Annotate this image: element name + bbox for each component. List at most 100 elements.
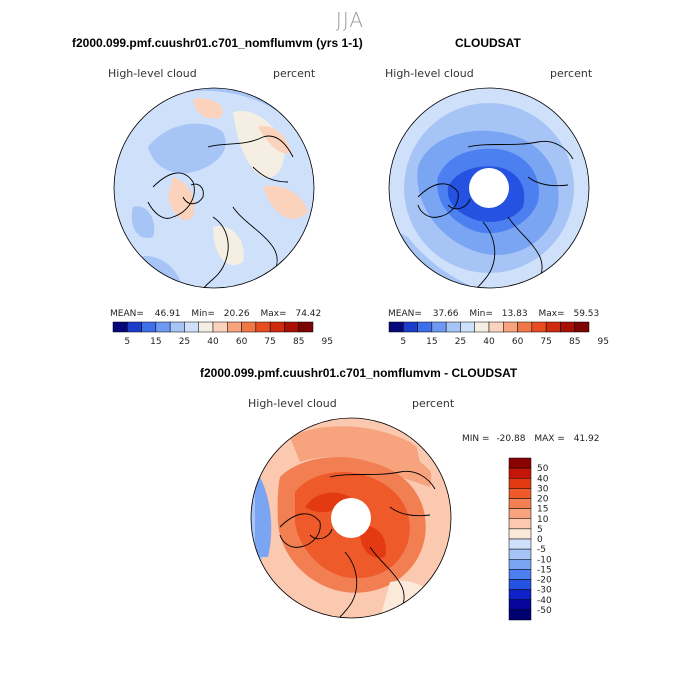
- colorbar-swatch: [169, 321, 185, 333]
- colorbar-label: 5: [400, 337, 406, 347]
- panel3-units: percent: [412, 397, 455, 410]
- panel1-mean-label: MEAN=: [110, 309, 144, 319]
- colorbar-swatch: [460, 321, 475, 333]
- panel1-map: [113, 87, 315, 289]
- colorbar-swatch: [508, 589, 532, 600]
- colorbar-label: 75: [264, 337, 275, 347]
- colorbar-swatch: [298, 321, 314, 333]
- colorbar-label: 10: [537, 515, 549, 525]
- colorbar-label: 20: [537, 495, 549, 505]
- panel3-max-label: MAX =: [534, 434, 565, 444]
- colorbar-label: -30: [537, 586, 552, 596]
- colorbar-label: 15: [426, 337, 437, 347]
- colorbar-swatch: [198, 321, 214, 333]
- colorbar-swatch: [560, 321, 575, 333]
- colorbar-label: 85: [569, 337, 580, 347]
- colorbar-swatch: [474, 321, 490, 333]
- panel2-min: 13.83: [501, 309, 528, 319]
- colorbar-swatch: [508, 609, 532, 621]
- colorbar-swatch: [508, 518, 532, 530]
- colorbar-label: -15: [537, 565, 552, 575]
- panel1-min: 20.26: [223, 309, 250, 319]
- colorbar-swatch: [508, 498, 532, 509]
- colorbar-swatch: [508, 548, 532, 560]
- colorbar-swatch: [574, 321, 590, 333]
- panel3-title: f2000.099.pmf.cuushr01.c701_nomflumvm - …: [200, 366, 518, 380]
- panel3-max: 41.92: [573, 434, 600, 444]
- panel1-variable: High-level cloud: [108, 67, 197, 80]
- panel1-stats: MEAN= 46.91 Min= 20.26 Max= 74.42: [110, 309, 321, 319]
- colorbar-swatch: [184, 321, 199, 333]
- panel1-colorbar: [112, 321, 314, 333]
- colorbar-label: 25: [455, 337, 466, 347]
- panel2-mean-label: MEAN=: [388, 309, 422, 319]
- panel1-mean: 46.91: [154, 309, 181, 319]
- panel1-units: percent: [273, 67, 316, 80]
- colorbar-label: 95: [598, 337, 609, 347]
- colorbar-label: -40: [537, 596, 552, 606]
- panel1-title: f2000.099.pmf.cuushr01.c701_nomflumvm (y…: [72, 36, 363, 50]
- colorbar-swatch: [508, 599, 532, 611]
- colorbar-swatch: [241, 321, 257, 333]
- colorbar-label: 75: [540, 337, 551, 347]
- panel2-map: [388, 87, 590, 289]
- panel1-max: 74.42: [295, 309, 322, 319]
- page-title: JJA: [335, 8, 365, 32]
- panel2-variable: High-level cloud: [385, 67, 474, 80]
- colorbar-label: 85: [293, 337, 304, 347]
- colorbar-swatch: [508, 569, 532, 580]
- colorbar-label: 95: [322, 337, 333, 347]
- colorbar-swatch: [508, 488, 532, 499]
- colorbar-swatch: [388, 321, 404, 333]
- colorbar-swatch: [508, 559, 532, 570]
- colorbar-swatch: [488, 321, 504, 333]
- panel3-variable: High-level cloud: [248, 397, 337, 410]
- panel3-colorbar: [508, 457, 532, 621]
- colorbar-label: 60: [236, 337, 248, 347]
- colorbar-swatch: [127, 321, 142, 333]
- panel3-map: [250, 417, 452, 619]
- panel2-colorbar: [388, 321, 590, 333]
- colorbar-swatch: [155, 321, 171, 333]
- colorbar-label: 40: [207, 337, 219, 347]
- colorbar-swatch: [141, 321, 157, 333]
- colorbar-label: 15: [537, 505, 548, 515]
- colorbar-label: 0: [537, 535, 543, 545]
- colorbar-swatch: [508, 508, 532, 519]
- colorbar-swatch: [508, 538, 532, 550]
- colorbar-swatch: [508, 467, 532, 479]
- panel1-colorbar-labels: 5 15 25 40 60 75 85 95: [124, 337, 333, 347]
- colorbar-swatch: [445, 321, 461, 333]
- colorbar-label: 15: [150, 337, 161, 347]
- panel2-units: percent: [550, 67, 593, 80]
- colorbar-label: 30: [537, 484, 549, 494]
- colorbar-label: -5: [537, 545, 546, 555]
- panel2-mean: 37.66: [432, 309, 459, 319]
- colorbar-swatch: [545, 321, 561, 333]
- panel1-max-label: Max=: [260, 309, 287, 319]
- colorbar-label: 5: [537, 525, 543, 535]
- colorbar-label: -50: [537, 606, 552, 616]
- colorbar-swatch: [431, 321, 447, 333]
- colorbar-swatch: [508, 528, 532, 540]
- colorbar-label: 40: [537, 474, 549, 484]
- colorbar-swatch: [517, 321, 533, 333]
- colorbar-swatch: [212, 321, 228, 333]
- colorbar-label: 5: [124, 337, 130, 347]
- colorbar-swatch: [255, 321, 271, 333]
- panel2-title: CLOUDSAT: [455, 36, 521, 50]
- colorbar-label: 25: [179, 337, 190, 347]
- colorbar-swatch: [503, 321, 518, 333]
- panel2-stats: MEAN= 37.66 Min= 13.83 Max= 59.53: [388, 309, 599, 319]
- colorbar-label: 40: [483, 337, 495, 347]
- panel2-max-label: Max=: [538, 309, 565, 319]
- colorbar-label: 50: [537, 464, 549, 474]
- colorbar-label: -10: [537, 555, 552, 565]
- panel1-min-label: Min=: [191, 309, 215, 319]
- colorbar-swatch: [269, 321, 285, 333]
- colorbar-label: 60: [512, 337, 524, 347]
- colorbar-swatch: [227, 321, 242, 333]
- panel2-max: 59.53: [573, 309, 600, 319]
- colorbar-swatch: [508, 478, 532, 489]
